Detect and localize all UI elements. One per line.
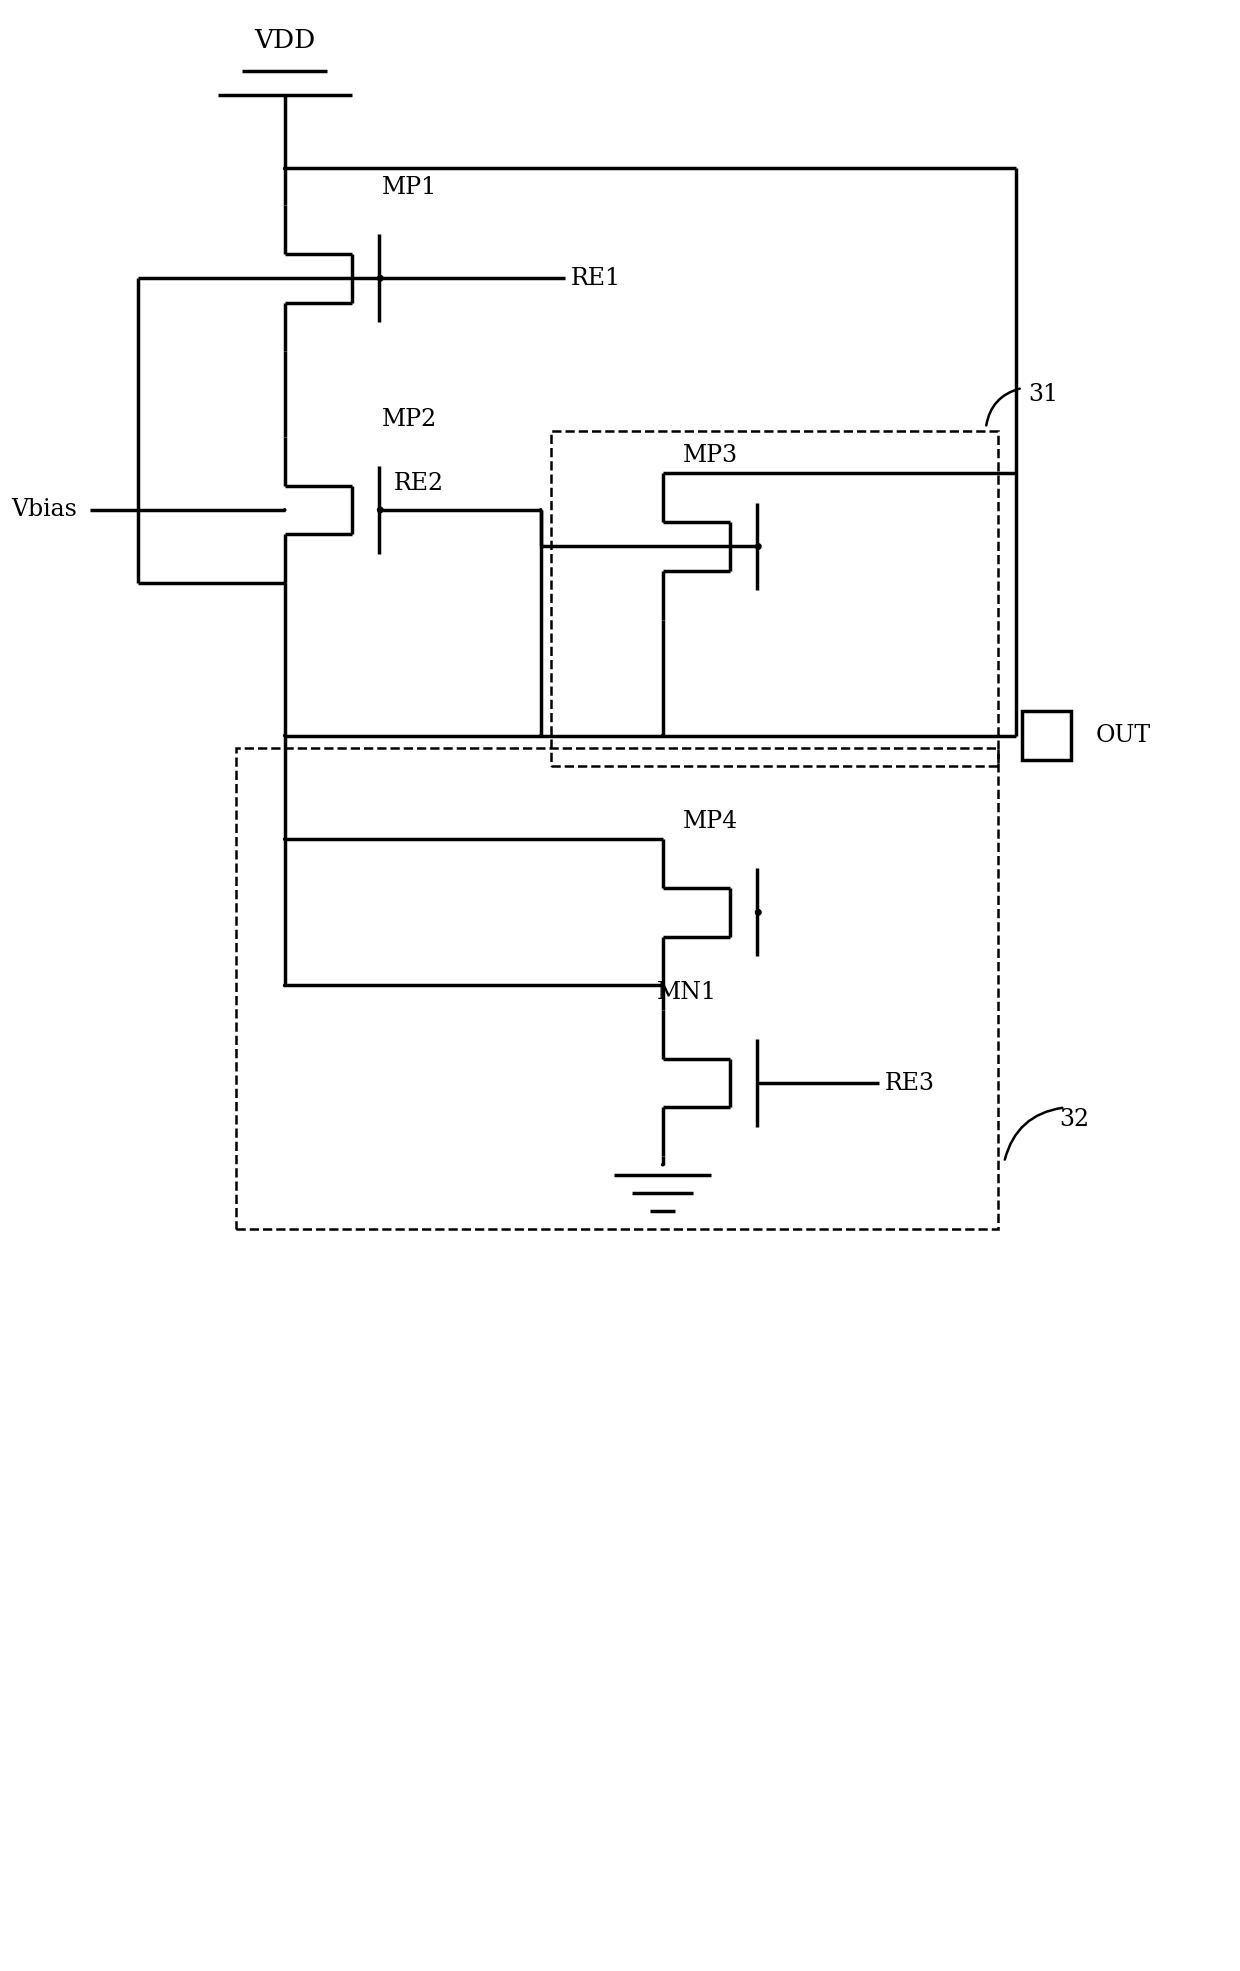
Circle shape xyxy=(284,168,285,170)
Text: MP3: MP3 xyxy=(683,443,738,467)
Text: 31: 31 xyxy=(1028,382,1059,406)
Text: VDD: VDD xyxy=(254,28,315,53)
Circle shape xyxy=(539,509,542,510)
Text: 32: 32 xyxy=(1059,1108,1089,1131)
Text: MP4: MP4 xyxy=(683,810,738,834)
Circle shape xyxy=(284,735,285,737)
Text: MP2: MP2 xyxy=(382,408,438,430)
Circle shape xyxy=(284,509,285,510)
Circle shape xyxy=(539,735,542,737)
Circle shape xyxy=(284,984,285,987)
Circle shape xyxy=(662,735,663,737)
Text: MN1: MN1 xyxy=(657,982,717,1003)
Text: Vbias: Vbias xyxy=(11,499,77,522)
Circle shape xyxy=(284,581,285,583)
Bar xyxy=(236,747,998,1230)
Circle shape xyxy=(284,838,285,840)
Text: RE1: RE1 xyxy=(570,266,621,290)
Bar xyxy=(551,430,998,767)
Circle shape xyxy=(756,544,760,548)
Text: MP1: MP1 xyxy=(382,175,438,199)
Circle shape xyxy=(662,1163,663,1167)
Text: RE3: RE3 xyxy=(884,1072,935,1094)
Circle shape xyxy=(378,276,382,280)
Bar xyxy=(1023,712,1071,761)
Circle shape xyxy=(756,911,760,915)
Circle shape xyxy=(378,509,382,512)
Text: OUT: OUT xyxy=(1096,723,1151,747)
Text: RE2: RE2 xyxy=(394,473,444,495)
